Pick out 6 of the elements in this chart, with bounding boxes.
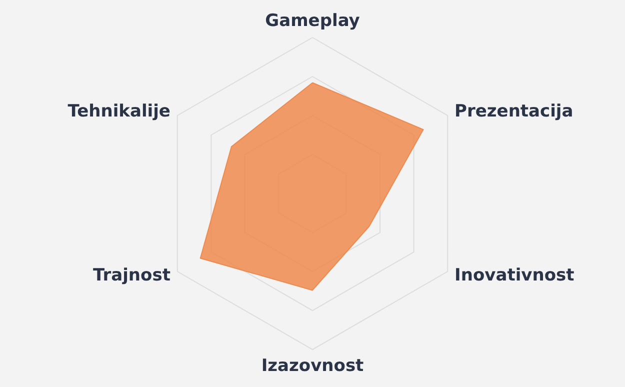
spoke-label: Trajnost: [93, 266, 170, 286]
spoke-label: Inovativnost: [454, 266, 574, 286]
spoke-label: Gameplay: [265, 11, 360, 31]
spoke-label: Prezentacija: [454, 102, 574, 122]
spoke-label: Tehnikalije: [68, 102, 170, 122]
spoke-label: Izazovnost: [261, 356, 364, 376]
